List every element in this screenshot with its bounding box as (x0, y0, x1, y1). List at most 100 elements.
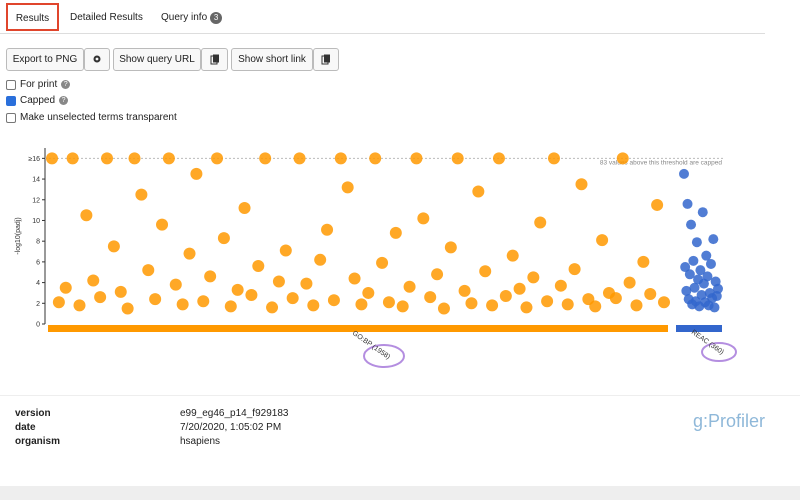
meta-value: e99_eg46_p14_f929183 (180, 408, 289, 419)
button-label: Export to PNG (12, 54, 78, 65)
option[interactable]: Make unselected terms transparent (6, 112, 177, 123)
option[interactable]: For print? (6, 79, 71, 90)
point (596, 234, 609, 247)
checkbox[interactable] (6, 112, 16, 123)
point (547, 152, 560, 165)
y-tick-label: 12 (32, 197, 40, 204)
point (431, 268, 444, 281)
point (701, 250, 712, 261)
point (708, 234, 719, 245)
tab-query-info[interactable]: Query info 3 (161, 4, 223, 32)
help-icon[interactable]: ? (59, 96, 69, 105)
y-axis-label: -log10(padj) (15, 217, 22, 254)
export-button[interactable]: Export to PNG (6, 48, 84, 71)
point (114, 285, 127, 298)
short-link-button[interactable]: Show short link (231, 48, 313, 71)
point (424, 291, 437, 304)
chart: 0 2 4 6 8 10 12 14 ≥16 -log10(padj) 83 values abov… (15, 148, 737, 368)
point (513, 282, 526, 295)
point (321, 223, 334, 236)
point (520, 301, 533, 314)
point (224, 300, 237, 313)
point (121, 302, 134, 315)
point (245, 289, 258, 302)
point (458, 284, 471, 297)
point (46, 152, 58, 165)
point (417, 212, 430, 225)
point (183, 247, 196, 260)
point (410, 152, 423, 165)
meta-key: date (15, 422, 36, 433)
point (355, 298, 368, 311)
point (300, 277, 313, 290)
badge: 3 (209, 12, 223, 24)
point (691, 237, 702, 248)
point (135, 188, 148, 201)
point (231, 283, 244, 296)
footer (0, 486, 800, 500)
option-label: For print (20, 79, 58, 90)
meta-value: 7/20/2020, 1:05:02 PM (180, 422, 282, 433)
help-icon[interactable]: ? (61, 80, 71, 89)
point (554, 279, 567, 292)
point (327, 294, 340, 307)
button-label: Show short link (238, 54, 306, 65)
point (637, 255, 650, 268)
option-label: Make unselected terms transparent (20, 112, 177, 123)
point (142, 264, 155, 277)
point (107, 240, 120, 253)
point (568, 263, 581, 276)
point (190, 167, 203, 180)
point (286, 292, 299, 305)
point (681, 285, 692, 296)
threshold-note: 83 values above this threshold are cappe… (600, 159, 723, 166)
checkbox[interactable] (6, 79, 16, 90)
point (616, 152, 629, 165)
point (527, 271, 540, 284)
point (266, 301, 279, 314)
point (279, 244, 292, 257)
point (561, 298, 574, 311)
copy-icon (210, 54, 219, 65)
point (465, 297, 478, 310)
tab-label: Query info (161, 12, 208, 23)
point (589, 300, 602, 313)
point (695, 265, 706, 276)
copy-url-button[interactable] (201, 48, 228, 71)
group-bar (48, 325, 668, 332)
meta-key: organism (15, 436, 61, 447)
meta-key: version (15, 408, 51, 419)
point (52, 296, 65, 309)
point (293, 152, 306, 165)
point (66, 152, 79, 165)
logo: g:Profiler (693, 411, 766, 431)
query-url-button[interactable]: Show query URL (113, 48, 201, 71)
checkbox[interactable] (6, 95, 16, 106)
y-tick-label: 4 (36, 280, 40, 287)
point (272, 275, 285, 288)
point (444, 241, 457, 254)
point (396, 300, 409, 313)
gear-icon (93, 55, 101, 63)
point (479, 265, 492, 278)
option-label: Capped (20, 95, 56, 106)
y-tick-label: 10 (32, 218, 40, 225)
point (644, 287, 657, 300)
point (362, 286, 375, 299)
point (382, 296, 395, 309)
tab-detailed[interactable]: Detailed Results (70, 4, 143, 32)
settings-button[interactable] (84, 48, 110, 71)
tab-results[interactable]: Results (6, 3, 59, 31)
point (492, 152, 505, 165)
point (688, 255, 699, 266)
point (437, 302, 450, 315)
point (506, 249, 519, 262)
point (486, 299, 499, 312)
point (94, 291, 107, 304)
point (623, 276, 636, 289)
point (80, 209, 93, 222)
copy-link-button[interactable] (313, 48, 339, 71)
y-tick-label: 8 (36, 239, 40, 246)
copy-icon (321, 54, 330, 65)
option[interactable]: Capped? (6, 95, 69, 106)
